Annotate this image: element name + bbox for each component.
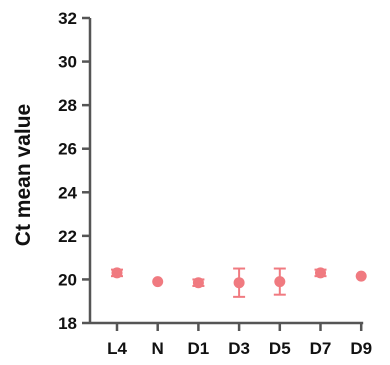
y-tick-label: 18 xyxy=(58,314,77,333)
y-axis-title: Ct mean value xyxy=(12,104,35,246)
y-tick-label: 28 xyxy=(58,96,77,115)
y-tick-label: 26 xyxy=(58,140,77,159)
y-tick-label: 32 xyxy=(58,9,77,28)
x-tick-label: D5 xyxy=(269,339,291,358)
data-point xyxy=(315,267,326,279)
y-ticks: 18 20 22 24 26 28 30 32 xyxy=(58,9,90,333)
data-point xyxy=(233,277,245,289)
x-ticks: L4 N D1 D3 D5 D7 D9 xyxy=(107,323,372,358)
y-tick-label: 22 xyxy=(58,227,77,246)
data-point xyxy=(274,276,286,288)
x-tick-label: L4 xyxy=(107,339,127,358)
x-tick-label: D3 xyxy=(228,339,250,358)
data-point xyxy=(355,270,367,282)
y-tick-label: 20 xyxy=(58,270,77,289)
x-tick-label: N xyxy=(152,339,164,358)
data-point xyxy=(111,267,123,279)
axes xyxy=(88,18,364,325)
data-point xyxy=(152,276,164,288)
data-points xyxy=(111,267,367,298)
data-point xyxy=(192,277,204,289)
x-tick-label: D9 xyxy=(350,339,372,358)
x-tick-label: D7 xyxy=(310,339,332,358)
y-tick-label: 30 xyxy=(58,53,77,72)
x-tick-label: D1 xyxy=(188,339,210,358)
y-tick-label: 24 xyxy=(58,183,77,202)
